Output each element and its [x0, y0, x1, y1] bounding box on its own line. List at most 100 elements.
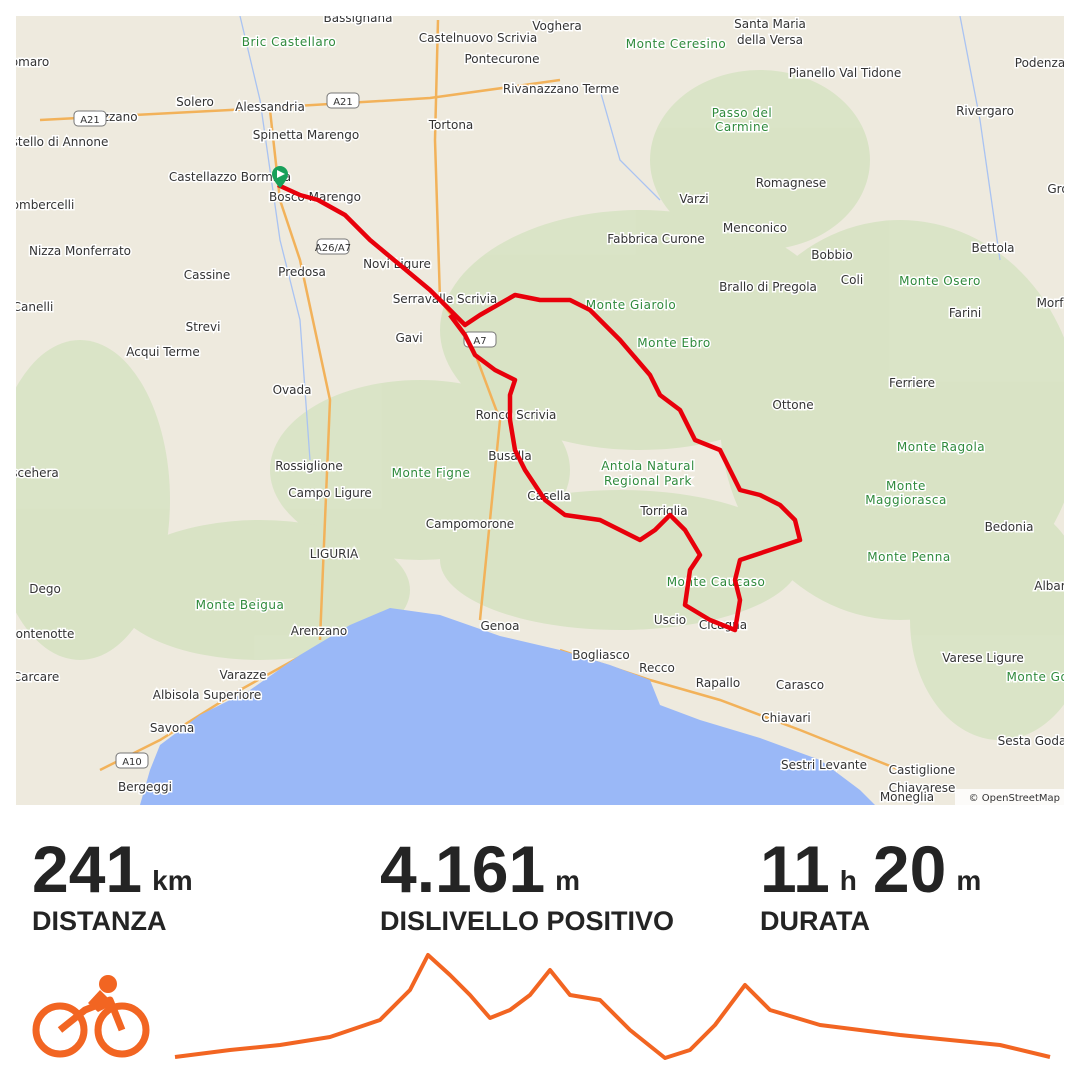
place-label: Pontecurone	[464, 52, 539, 66]
elevation-profile	[174, 953, 1051, 1060]
place-label: Uscio	[654, 613, 686, 627]
peak-label: Monte Giarolo	[586, 298, 676, 312]
place-label: Coli	[841, 273, 863, 287]
road-badge	[73, 110, 107, 127]
place-label: Bergeggi	[118, 780, 172, 794]
stat-value: 20	[873, 832, 946, 906]
peak-label: Bric Castellaro	[242, 35, 337, 49]
road-label: A21	[333, 97, 353, 108]
peak-label: Monte Ceresino	[626, 37, 727, 51]
peak-label: Monte Beigua	[196, 598, 285, 612]
place-label: Nizza Monferrato	[29, 244, 131, 258]
peak-label: Monte Got	[1006, 670, 1073, 684]
stat-label: DURATA	[760, 906, 870, 936]
place-label: Savona	[150, 721, 194, 735]
stat-value: 241	[32, 832, 142, 906]
place-label: Rapallo	[696, 676, 740, 690]
place-label: Sesta Goda	[998, 734, 1067, 748]
place-label: Predosa	[278, 265, 326, 279]
place-label: Moneglia	[880, 790, 934, 804]
place-label: Castiglione	[889, 763, 956, 777]
place-label: Acqui Terme	[126, 345, 199, 359]
place-label: scehera	[11, 466, 59, 480]
terrain	[16, 70, 1064, 740]
place-label: Bassignana	[324, 11, 393, 25]
peak-label: Maggiorasca	[865, 493, 947, 507]
road-badge	[326, 92, 360, 109]
stat-label: DISTANZA	[32, 906, 167, 936]
sea	[140, 608, 875, 805]
peak-label: Monte Caucaso	[667, 575, 766, 589]
attribution-bg	[955, 789, 1064, 805]
place-label: Solero	[176, 95, 214, 109]
place-label: Menconico	[723, 221, 787, 235]
place-label: Varazze	[220, 668, 267, 682]
place-label: Voghera	[532, 19, 582, 33]
stat-unit: h	[840, 865, 857, 896]
place-label: Arenzano	[291, 624, 347, 638]
place-label: omaro	[11, 55, 49, 69]
road-badge	[463, 331, 497, 348]
bike-icon	[32, 996, 150, 1058]
peak-label: Monte Ebro	[637, 336, 710, 350]
place-label: della Versa	[737, 33, 803, 47]
stat-unit: km	[152, 865, 192, 896]
place-label: Ferriere	[889, 376, 935, 390]
road-label: A21	[80, 115, 100, 126]
place-label: ontenotte	[16, 627, 75, 641]
place-label: Bogliasco	[572, 648, 629, 662]
road-badge	[316, 238, 350, 255]
place-label: Ottone	[772, 398, 813, 412]
place-label: Ovada	[273, 383, 312, 397]
place-label: Strevi	[186, 320, 221, 334]
stat-value: 11	[760, 832, 830, 906]
place-label: Santa Maria	[734, 17, 806, 31]
peak-label: Antola Natural	[601, 459, 695, 473]
place-label: Genoa	[481, 619, 520, 633]
place-label: Chiavari	[761, 711, 810, 725]
peak-label: Monte Ragola	[897, 440, 985, 454]
place-label: Carcare	[13, 670, 59, 684]
place-label: Cassine	[184, 268, 231, 282]
map: Bassignana Voghera Santa Maria della Versa B…	[11, 11, 1073, 805]
peak-label: Passo del	[712, 106, 773, 120]
peak-label: Monte Figne	[392, 466, 471, 480]
place-label: Varzi	[679, 192, 708, 206]
place-label: Bobbio	[811, 248, 852, 262]
route	[277, 182, 803, 633]
place-label: Rivergaro	[956, 104, 1014, 118]
place-label: Campo Ligure	[288, 486, 372, 500]
attribution: © OpenStreetMap	[969, 793, 1060, 804]
place-label: Brallo di Pregola	[719, 280, 817, 294]
place-label: Recco	[639, 661, 675, 675]
peak-label: Monte	[886, 479, 926, 493]
road-badge	[115, 752, 149, 769]
place-label: ombercelli	[12, 198, 75, 212]
place-label: Busalla	[488, 449, 531, 463]
place-label: Pianello Val Tidone	[789, 66, 902, 80]
place-label: Torriglia	[639, 504, 687, 518]
bike-rider-head	[99, 975, 117, 993]
place-label: Farini	[949, 306, 981, 320]
place-label: stello di Annone	[12, 135, 109, 149]
stat-unit: m	[956, 865, 981, 896]
place-label: Dego	[29, 582, 61, 596]
place-label: Campomorone	[426, 517, 514, 531]
stat-unit: m	[555, 865, 580, 896]
place-label: LIGURIA	[310, 547, 359, 561]
peak-label: Monte Penna	[867, 550, 950, 564]
stat-label: DISLIVELLO POSITIVO	[380, 906, 674, 936]
place-label: Rivanazzano Terme	[503, 82, 619, 96]
rivers	[239, 16, 1001, 461]
place-label: Tortona	[428, 118, 474, 132]
place-label: Alessandria	[235, 100, 305, 114]
start-marker	[272, 166, 288, 188]
place-label: Albisola Superiore	[153, 688, 261, 702]
place-label: Castelnuovo Scrivia	[419, 31, 538, 45]
place-label: Albar	[1034, 579, 1066, 593]
place-label: Canelli	[13, 300, 54, 314]
peak-label: Regional Park	[604, 474, 692, 488]
place-label: Bedonia	[985, 520, 1034, 534]
stat-value: 4.161	[380, 832, 545, 906]
